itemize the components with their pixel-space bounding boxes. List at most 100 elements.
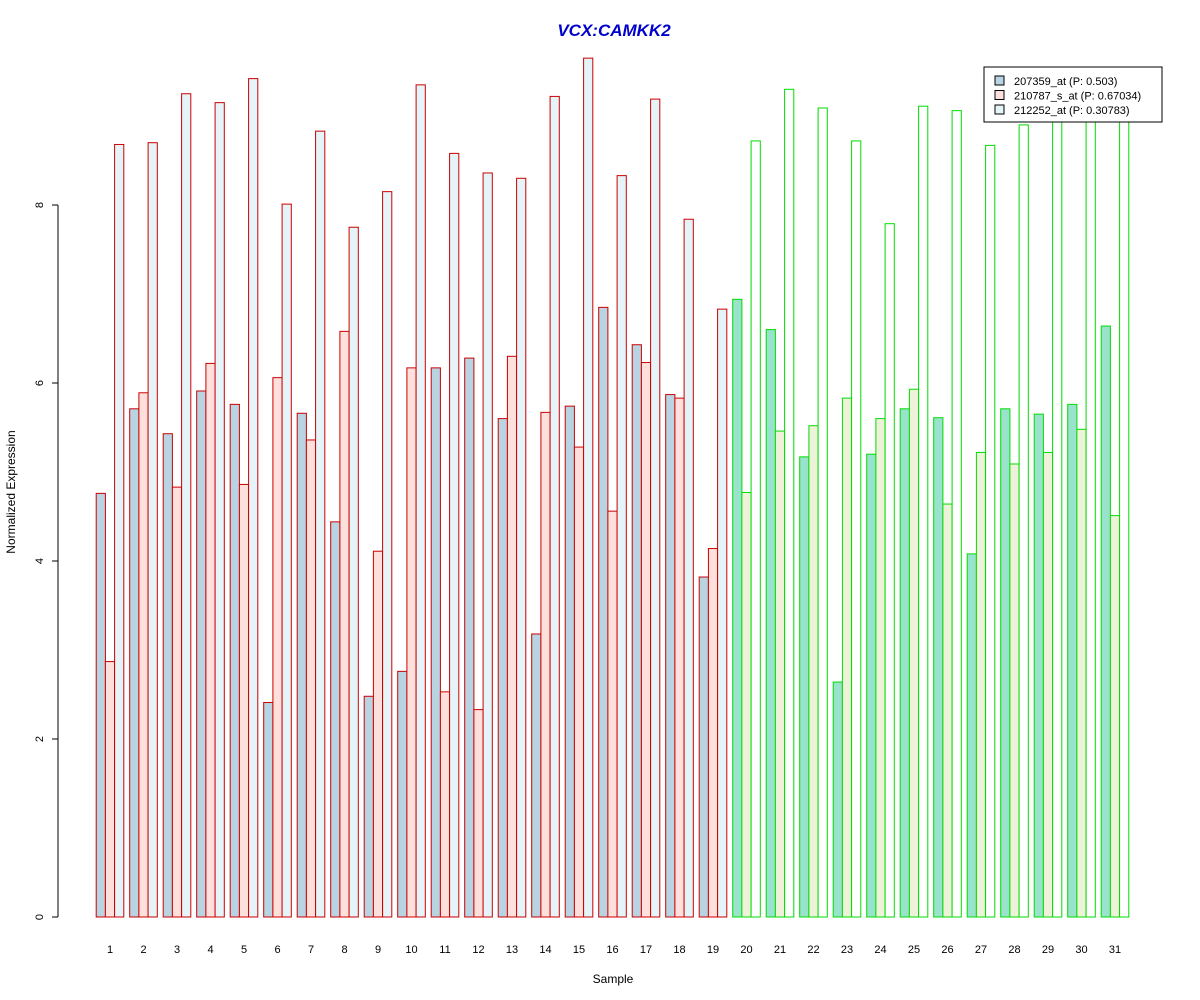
bar-s1-sample-14: [531, 633, 542, 918]
y-tick-label: 0: [34, 914, 46, 920]
bar-s3-sample-3: [181, 93, 192, 918]
bar-s1-sample-8: [330, 521, 341, 918]
bar-s1-sample-23: [832, 681, 843, 918]
legend-swatch: [994, 104, 1005, 115]
x-tick-label: 22: [807, 944, 819, 956]
x-tick-label: 28: [1008, 944, 1020, 956]
bar-s3-sample-26: [951, 110, 962, 918]
x-tick-labels: 1 2 3 4 5 6 7 8 9 10 11 12 13 14 15 16 17 18 19 20 21 22 23 24 2…: [107, 944, 1121, 956]
bar-s3-sample-15: [583, 57, 594, 918]
bar-s1-sample-5: [229, 403, 240, 918]
y-axis-label: Normalized Expression: [4, 430, 18, 553]
bar-s1-sample-30: [1067, 403, 1078, 918]
x-tick-label: 31: [1109, 944, 1121, 956]
x-tick-label: 7: [308, 944, 314, 956]
bar-s1-sample-17: [631, 344, 642, 918]
bar-s2-sample-28: [1009, 463, 1020, 918]
legend-swatch: [994, 75, 1005, 86]
bar-s3-sample-4: [214, 102, 225, 918]
bar-s2-sample-12: [473, 709, 484, 918]
x-tick-label: 3: [174, 944, 180, 956]
bar-s2-sample-19: [707, 548, 719, 918]
bar-s3-sample-23: [851, 140, 862, 918]
bar-s2-sample-31: [1109, 515, 1121, 918]
bar-s3-sample-17: [650, 98, 661, 918]
bar-s1-sample-26: [933, 417, 944, 918]
x-tick-label: 13: [506, 944, 518, 956]
bar-s2-sample-27: [975, 451, 987, 918]
bar-s2-sample-4: [205, 362, 216, 918]
bar-s1-sample-3: [162, 433, 173, 918]
bar-s3-sample-28: [1018, 124, 1029, 918]
x-tick-label: 15: [573, 944, 585, 956]
bar-s3-sample-21: [784, 88, 795, 918]
bar-s3-sample-31: [1119, 115, 1130, 918]
chart-title: VCX:CAMKK2: [557, 21, 671, 40]
x-axis-label: Sample: [593, 972, 634, 986]
bar-s3-sample-24: [884, 223, 895, 918]
bar-s3-sample-2: [147, 142, 158, 918]
bar-s3-sample-1: [114, 143, 125, 918]
bar-s2-sample-23: [841, 397, 853, 918]
bar-s3-sample-27: [985, 144, 996, 918]
x-tick-label: 19: [707, 944, 719, 956]
bar-s1-sample-25: [899, 408, 910, 918]
x-tick-label: 29: [1042, 944, 1054, 956]
bar-s2-sample-6: [272, 377, 283, 918]
legend-entry: 207359_at (P: 0.503): [1014, 76, 1117, 88]
bar-s3-sample-10: [415, 84, 426, 918]
bar-s3-sample-6: [281, 203, 292, 918]
x-tick-label: 17: [640, 944, 652, 956]
bar-s1-sample-20: [732, 298, 743, 918]
bar-s2-sample-8: [339, 330, 350, 918]
bar-s3-sample-13: [516, 177, 527, 918]
bar-s1-sample-1: [95, 492, 106, 918]
legend-swatch: [994, 90, 1005, 100]
bar-s3-sample-7: [315, 130, 326, 918]
bar-s2-sample-30: [1076, 428, 1087, 918]
x-tick-label: 9: [375, 944, 381, 956]
x-tick-label: 18: [673, 944, 685, 956]
bar-s2-sample-10: [406, 367, 417, 918]
x-tick-label: 21: [774, 944, 786, 956]
bar-s1-sample-16: [598, 306, 609, 918]
bar-s1-sample-6: [263, 702, 274, 918]
x-tick-label: 27: [975, 944, 987, 956]
y-tick-label: 4: [34, 558, 46, 564]
bar-s3-sample-25: [918, 105, 929, 918]
x-tick-label: 4: [207, 944, 213, 956]
bar-s2-sample-29: [1042, 451, 1054, 918]
bar-s3-sample-12: [482, 172, 493, 918]
bar-s2-sample-26: [942, 503, 953, 918]
bar-s3-sample-8: [348, 226, 359, 918]
y-tick-label: 2: [34, 736, 46, 742]
legend: 207359_at (P: 0.503) 210787_s_at (P: 0.67…: [983, 66, 1163, 123]
bar-s1-sample-21: [765, 329, 776, 918]
bar-s1-sample-15: [564, 405, 575, 918]
bar-s1-sample-12: [464, 357, 475, 918]
x-tick-label: 20: [740, 944, 752, 956]
legend-entry: 212252_at (P: 0.30783): [1014, 105, 1130, 117]
bar-s2-sample-11: [439, 691, 451, 918]
bar-s2-sample-13: [506, 355, 518, 918]
bar-s1-sample-7: [296, 412, 307, 918]
bar-s2-sample-14: [540, 411, 551, 918]
bar-s2-sample-1: [104, 661, 116, 918]
bar-s3-sample-5: [248, 78, 259, 918]
bar-s3-sample-19: [717, 308, 728, 918]
bar-s3-sample-20: [750, 140, 761, 918]
bar-s2-sample-17: [640, 362, 652, 918]
y-tick-label: 6: [34, 380, 46, 386]
bar-s1-sample-2: [129, 408, 140, 918]
x-tick-label: 23: [841, 944, 853, 956]
bar-s3-sample-29: [1052, 119, 1063, 918]
bar-s3-sample-9: [382, 191, 393, 918]
bars: [95, 57, 1130, 918]
bar-s1-sample-10: [397, 670, 408, 918]
bar-s2-sample-3: [171, 486, 183, 918]
x-tick-label: 10: [405, 944, 417, 956]
bar-s3-sample-16: [616, 175, 627, 918]
bar-s3-sample-30: [1085, 119, 1096, 918]
bar-s2-sample-15: [573, 446, 585, 918]
